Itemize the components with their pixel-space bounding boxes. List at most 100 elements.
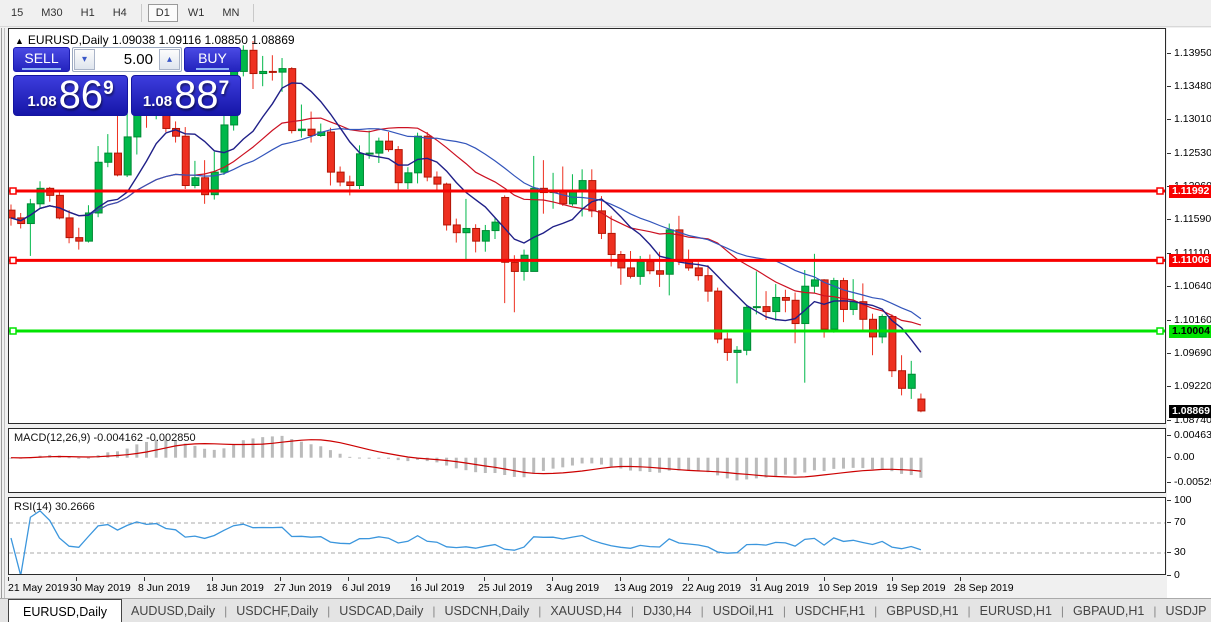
date-tick xyxy=(280,577,281,581)
date-tick xyxy=(620,577,621,581)
tab-usdcad-daily[interactable]: USDCAD,Daily xyxy=(339,604,424,618)
toolbar-separator xyxy=(253,4,255,22)
date-tick xyxy=(824,577,825,581)
timeframe-button-w1[interactable]: W1 xyxy=(187,7,205,19)
timeframe-toolbar: 15 M30 H1 H4 D1 W1 MN xyxy=(0,0,1211,27)
macd-tick xyxy=(1167,456,1171,458)
date-tick-label: 6 Jul 2019 xyxy=(342,582,391,594)
tab-gbpusd-h1[interactable]: GBPUSD,H1 xyxy=(886,604,959,618)
macd-chart[interactable] xyxy=(9,429,1165,492)
tab-usdchf-daily[interactable]: USDCHF,Daily xyxy=(236,604,319,618)
date-tick xyxy=(348,577,349,581)
chart-title: ▲ EURUSD,Daily 1.09038 1.09116 1.08850 1.… xyxy=(15,33,295,47)
date-tick xyxy=(756,577,757,581)
tab-usdoil-h1[interactable]: USDOil,H1 xyxy=(712,604,774,618)
tab-separator: | xyxy=(967,604,971,618)
rsi-tick xyxy=(1167,522,1171,523)
timeframe-button-m30[interactable]: M30 xyxy=(41,7,63,19)
tab-usdjp[interactable]: USDJP xyxy=(1165,604,1207,618)
date-tick xyxy=(144,577,145,581)
rsi-tick-label: 70 xyxy=(1174,516,1186,528)
date-tick-label: 8 Jun 2019 xyxy=(138,582,190,594)
date-tick xyxy=(76,577,77,581)
timeframe-button-mn[interactable]: MN xyxy=(222,7,240,19)
macd-tick xyxy=(1167,434,1171,436)
tab-eurusd-daily[interactable]: EURUSD,Daily xyxy=(8,599,123,622)
rsi-tick xyxy=(1167,552,1171,553)
timeframe-button-h4[interactable]: H4 xyxy=(112,7,127,19)
tab-audusd-daily[interactable]: AUDUSD,Daily xyxy=(131,604,216,618)
volume-input[interactable] xyxy=(96,48,158,71)
price-tick xyxy=(1167,86,1171,88)
date-tick xyxy=(212,577,213,581)
rsi-tick xyxy=(1167,574,1171,576)
rsi-tick xyxy=(1167,499,1171,501)
collapse-arrow-icon[interactable]: ▲ xyxy=(15,36,24,46)
price-level-label: 1.11006 xyxy=(1169,254,1211,268)
sell-button[interactable]: SELL xyxy=(13,47,70,72)
price-tick-label: 1.13480 xyxy=(1174,80,1211,93)
spin-up-icon: ▴ xyxy=(166,54,173,65)
price-level-label: 1.10004 xyxy=(1169,325,1211,338)
timeframe-button-15[interactable]: 15 xyxy=(11,7,24,19)
buy-price-button[interactable]: 1.08 88 7 xyxy=(131,75,241,116)
volume-decrease-button[interactable]: ▾ xyxy=(74,49,95,70)
date-tick xyxy=(960,577,961,581)
tab-usdchf-h1[interactable]: USDCHF,H1 xyxy=(795,604,866,618)
sell-price-button[interactable]: 1.08 86 9 xyxy=(13,75,128,116)
timeframe-button-d1[interactable]: D1 xyxy=(147,4,178,22)
macd-pane[interactable]: MACD(12,26,9) -0.004162 -0.002850 xyxy=(8,428,1166,493)
window-frame-line xyxy=(4,28,5,598)
price-tick xyxy=(1167,353,1171,355)
price-tick xyxy=(1167,153,1171,155)
tab-separator: | xyxy=(630,604,634,618)
tab-separator: | xyxy=(1060,604,1065,618)
date-tick-label: 31 Aug 2019 xyxy=(750,582,809,594)
spin-down-icon: ▾ xyxy=(81,54,88,65)
price-tick-label: 1.11590 xyxy=(1174,213,1211,226)
rsi-pane[interactable]: RSI(14) 30.2666 xyxy=(8,497,1166,575)
rsi-tick-label: 100 xyxy=(1174,493,1192,506)
price-tick xyxy=(1167,286,1171,288)
candlestick-chart[interactable] xyxy=(9,29,1165,423)
timeframe-button-h1[interactable]: H1 xyxy=(80,7,95,19)
chart-tabbar: EURUSD,Daily AUDUSD,Daily | USDCHF,Daily | US… xyxy=(0,598,1211,622)
date-tick-label: 10 Sep 2019 xyxy=(818,582,878,594)
price-tick xyxy=(1167,219,1171,221)
date-tick-label: 22 Aug 2019 xyxy=(682,582,741,594)
date-tick xyxy=(688,577,689,581)
tab-separator: | xyxy=(700,604,704,618)
window-frame-line xyxy=(1,28,2,598)
price-tick-label: 1.09690 xyxy=(1174,347,1211,360)
price-tick-label: 1.12530 xyxy=(1174,147,1211,160)
date-tick xyxy=(8,577,9,581)
tab-separator: | xyxy=(432,604,436,618)
tab-gbpaud-h1[interactable]: GBPAUD,H1 xyxy=(1073,604,1145,618)
price-tick-label: 1.09220 xyxy=(1174,380,1211,393)
date-tick-label: 16 Jul 2019 xyxy=(410,582,465,594)
rsi-tick-label: 30 xyxy=(1174,546,1186,558)
price-tick xyxy=(1167,253,1171,255)
macd-tick xyxy=(1167,481,1171,483)
main-chart-pane[interactable]: ▲ EURUSD,Daily 1.09038 1.09116 1.08850 1.… xyxy=(8,28,1166,424)
date-tick xyxy=(416,577,417,581)
tab-separator: | xyxy=(224,604,228,618)
tab-separator: | xyxy=(782,604,787,618)
price-level-label: 1.11992 xyxy=(1169,185,1211,198)
price-axis[interactable]: 1.139501.134801.130101.125301.120601.115… xyxy=(1167,28,1211,598)
tab-usdcnh-daily[interactable]: USDCNH,Daily xyxy=(444,604,530,618)
macd-tick-label: -0.005299 xyxy=(1174,475,1211,488)
rsi-chart[interactable] xyxy=(9,498,1165,574)
macd-label: MACD(12,26,9) -0.004162 -0.002850 xyxy=(14,432,196,444)
macd-tick-label: 0.00463 xyxy=(1174,428,1211,441)
tab-dj30-h4[interactable]: DJ30,H4 xyxy=(643,604,692,618)
tab-xauusd-h4[interactable]: XAUUSD,H4 xyxy=(550,604,622,618)
tab-eurusd-h1[interactable]: EURUSD,H1 xyxy=(979,604,1052,618)
volume-increase-button[interactable]: ▴ xyxy=(159,49,180,70)
buy-button[interactable]: BUY xyxy=(184,47,241,72)
price-tick-label: 1.13010 xyxy=(1174,113,1211,126)
time-axis[interactable]: 21 May 2019 30 May 2019 8 Jun 2019 18 Jun 2… xyxy=(8,577,1166,597)
macd-tick-label: 0.00 xyxy=(1174,450,1195,463)
